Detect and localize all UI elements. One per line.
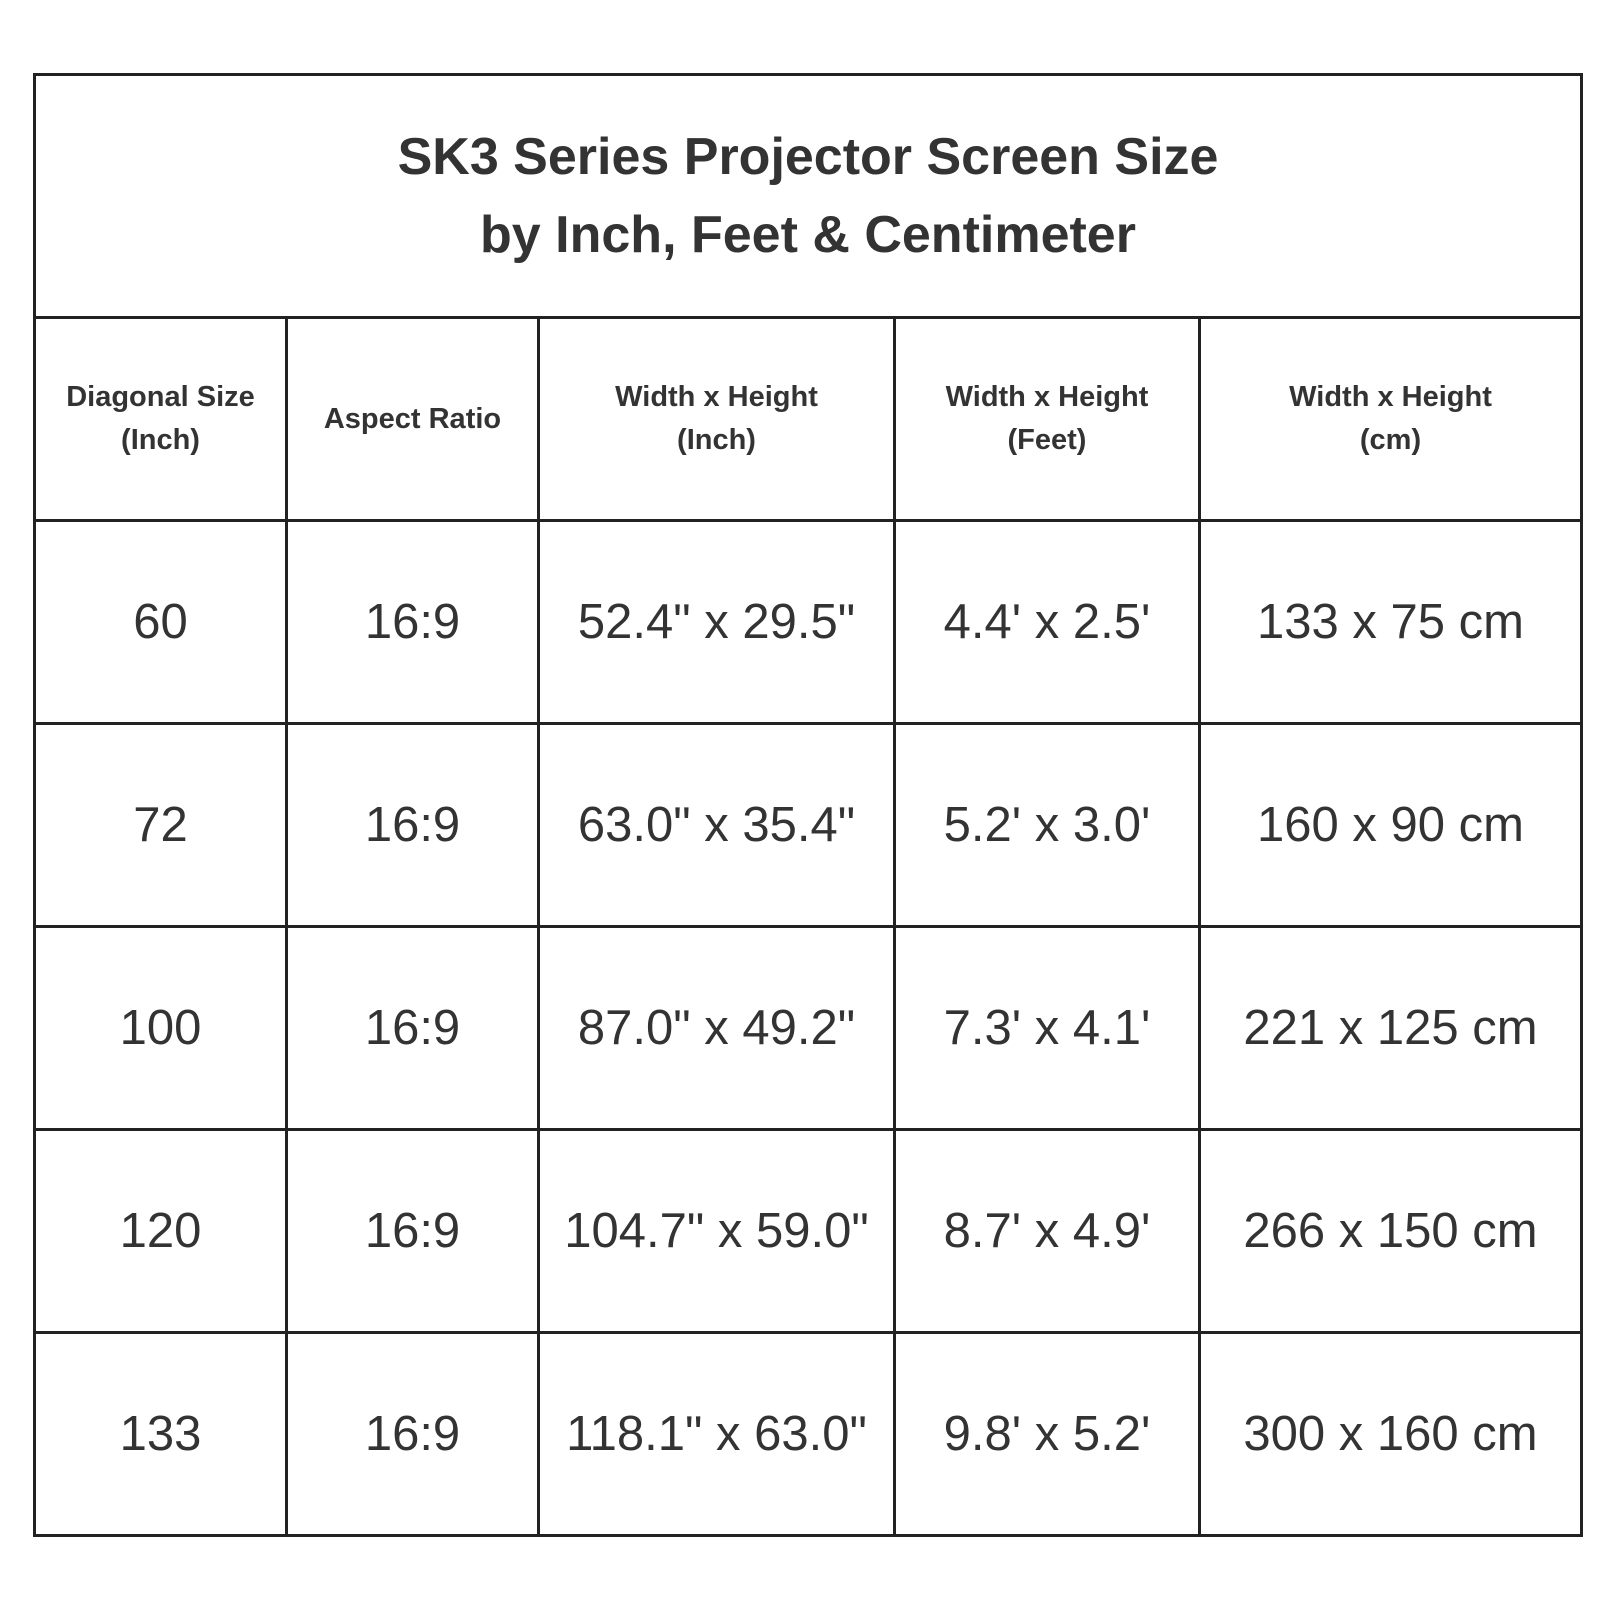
cell-diagonal-size: 60 bbox=[33, 519, 288, 725]
cell-aspect-ratio: 16:9 bbox=[285, 519, 540, 725]
screen-size-table: SK3 Series Projector Screen Size by Inch… bbox=[32, 73, 1584, 1537]
header-unit: (cm) bbox=[1359, 424, 1422, 456]
cell-size-cm: 160 x 90 cm bbox=[1197, 722, 1584, 928]
cell-size-inch: 118.1" x 63.0" bbox=[537, 1331, 896, 1537]
table-row: 60 16:9 52.4" x 29.5" 4.4' x 2.5' 133 x … bbox=[33, 519, 1584, 725]
column-header-aspect-ratio: Aspect Ratio bbox=[285, 316, 540, 522]
cell-size-inch: 87.0" x 49.2" bbox=[537, 925, 896, 1131]
table-row: 100 16:9 87.0" x 49.2" 7.3' x 4.1' 221 x… bbox=[33, 925, 1584, 1131]
table-row: 72 16:9 63.0" x 35.4" 5.2' x 3.0' 160 x … bbox=[33, 722, 1584, 928]
title-row: SK3 Series Projector Screen Size by Inch… bbox=[32, 73, 1584, 319]
cell-size-feet: 8.7' x 4.9' bbox=[893, 1128, 1201, 1334]
cell-size-cm: 221 x 125 cm bbox=[1197, 925, 1584, 1131]
header-line: Aspect Ratio bbox=[323, 402, 502, 435]
header-unit: (Inch) bbox=[121, 424, 200, 456]
column-header-diagonal-size: Diagonal Size (Inch) bbox=[33, 316, 288, 522]
cell-size-feet: 7.3' x 4.1' bbox=[893, 925, 1201, 1131]
header-line: Width x Height bbox=[945, 381, 1149, 413]
cell-size-inch: 63.0" x 35.4" bbox=[537, 722, 896, 928]
column-header-width-height-cm: Width x Height (cm) bbox=[1197, 316, 1584, 522]
table-title: SK3 Series Projector Screen Size by Inch… bbox=[32, 73, 1584, 319]
header-line: Width x Height bbox=[615, 381, 818, 413]
header-line: Diagonal Size bbox=[66, 381, 255, 413]
cell-size-inch: 104.7" x 59.0" bbox=[537, 1128, 896, 1334]
column-header-width-height-inch: Width x Height (Inch) bbox=[537, 316, 896, 522]
column-header-width-height-feet: Width x Height (Feet) bbox=[893, 316, 1201, 522]
cell-aspect-ratio: 16:9 bbox=[285, 1128, 540, 1334]
header-unit: (Feet) bbox=[1007, 424, 1087, 456]
cell-diagonal-size: 72 bbox=[33, 722, 288, 928]
cell-aspect-ratio: 16:9 bbox=[285, 722, 540, 928]
cell-size-cm: 133 x 75 cm bbox=[1197, 519, 1584, 725]
cell-aspect-ratio: 16:9 bbox=[285, 925, 540, 1131]
cell-diagonal-size: 100 bbox=[33, 925, 288, 1131]
header-line: Width x Height bbox=[1289, 381, 1492, 413]
title-line-2: by Inch, Feet & Centimeter bbox=[480, 206, 1136, 264]
header-unit: (Inch) bbox=[677, 424, 756, 456]
cell-size-feet: 9.8' x 5.2' bbox=[893, 1331, 1201, 1537]
table-row: 120 16:9 104.7" x 59.0" 8.7' x 4.9' 266 … bbox=[33, 1128, 1584, 1334]
cell-size-cm: 266 x 150 cm bbox=[1197, 1128, 1584, 1334]
cell-diagonal-size: 120 bbox=[33, 1128, 288, 1334]
table-row: 133 16:9 118.1" x 63.0" 9.8' x 5.2' 300 … bbox=[33, 1331, 1584, 1537]
cell-size-feet: 4.4' x 2.5' bbox=[893, 519, 1201, 725]
cell-size-inch: 52.4" x 29.5" bbox=[537, 519, 896, 725]
cell-aspect-ratio: 16:9 bbox=[285, 1331, 540, 1537]
cell-size-feet: 5.2' x 3.0' bbox=[893, 722, 1201, 928]
cell-diagonal-size: 133 bbox=[33, 1331, 288, 1537]
header-row: Diagonal Size (Inch) Aspect Ratio Width … bbox=[33, 316, 1584, 522]
title-line-1: SK3 Series Projector Screen Size bbox=[397, 128, 1219, 186]
cell-size-cm: 300 x 160 cm bbox=[1197, 1331, 1584, 1537]
